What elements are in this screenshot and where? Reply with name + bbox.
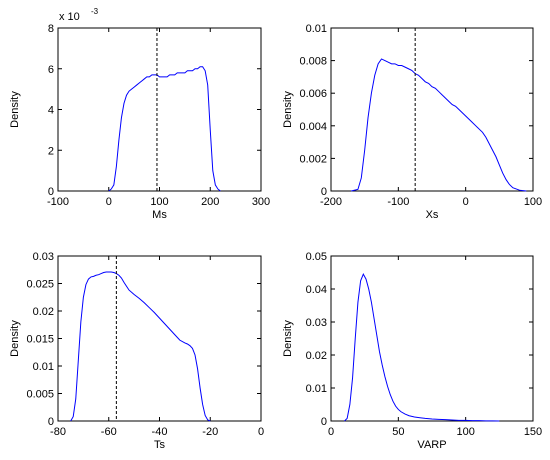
density-curve-ts: [70, 271, 211, 422]
density-curve-xs: [351, 58, 527, 192]
x-tick-label: -20: [202, 426, 218, 438]
x-tick-label: -40: [152, 426, 168, 438]
y-multiplier-ms: x 10: [59, 11, 80, 23]
y-tick-label: 2: [48, 145, 54, 157]
density-curve-varp: [344, 272, 500, 422]
y-tick-label: 0.002: [299, 153, 327, 165]
axes-box-ts: [57, 255, 262, 422]
y-tick-label: 0.01: [306, 383, 327, 395]
y-tick-label: 6: [48, 64, 54, 76]
y-tick-label: 0.01: [33, 361, 54, 373]
x-tick-label: 100: [524, 196, 542, 208]
x-tick-label: 300: [252, 196, 270, 208]
y-tick-label: 0.025: [26, 279, 54, 291]
x-tick-label: -60: [101, 426, 117, 438]
y-axis-label-varp: Density: [282, 320, 294, 357]
y-axis-label-xs: Density: [282, 91, 294, 128]
x-tick-label: 150: [524, 426, 542, 438]
y-tick-label: 0.006: [299, 88, 327, 100]
density-panel-ts: -80 -60 -40 -20 0 0 0.005 0.01 0.015 0.02 0.025 0.0…: [9, 251, 264, 451]
y-tick-label: 4: [48, 105, 54, 117]
x-tick-label: 100: [150, 196, 168, 208]
axes-box-xs: [330, 27, 534, 192]
x-tick-label: 0: [463, 196, 469, 208]
y-tick-label: 0.004: [299, 121, 327, 133]
y-axis-label-ts: Density: [9, 320, 21, 357]
x-tick-label: 0: [106, 196, 112, 208]
y-tick-label: 0: [321, 186, 327, 198]
x-axis-label-varp: VARP: [417, 439, 446, 451]
y-tick-label: 0: [48, 186, 54, 198]
y-tick-label: 0.04: [306, 284, 327, 296]
x-tick-label: 50: [392, 426, 404, 438]
y-tick-label: 0.03: [33, 251, 54, 263]
y-tick-label: 0.005: [26, 389, 54, 401]
axes-box-ms: [57, 27, 262, 192]
x-tick-label: -200: [320, 196, 342, 208]
x-tick-label: -100: [387, 196, 409, 208]
y-tick-label: 0.03: [306, 317, 327, 329]
density-panel-varp: 0 50 100 150 0 0.01 0.02 0.03 0.04 0.05 VARP Densit…: [282, 251, 542, 451]
y-axis-label-ms: Density: [9, 91, 21, 128]
y-tick-label: 0.015: [26, 334, 54, 346]
x-axis-label-ts: Ts: [154, 439, 166, 451]
y-tick-label: 0: [48, 416, 54, 428]
y-tick-label: 0.02: [33, 306, 54, 318]
x-axis-label-xs: Xs: [426, 209, 439, 221]
y-multiplier-exponent-ms: -3: [91, 7, 99, 16]
x-tick-label: -100: [47, 196, 69, 208]
y-tick-label: 0.01: [306, 23, 327, 35]
y-tick-label: 8: [48, 23, 54, 35]
x-tick-label: 200: [201, 196, 219, 208]
x-tick-label: -80: [50, 426, 66, 438]
density-panel-xs: -200 -100 0 100 0 0.002 0.004 0.006 0.008 0.01 Xs D…: [282, 23, 542, 221]
x-axis-label-ms: Ms: [152, 209, 167, 221]
x-tick-label: 0: [328, 426, 334, 438]
y-tick-label: 0.02: [306, 350, 327, 362]
density-curve-ms: [108, 66, 221, 192]
x-tick-label: 0: [258, 426, 264, 438]
y-tick-label: 0.05: [306, 251, 327, 263]
x-tick-label: 100: [456, 426, 474, 438]
y-tick-label: 0.008: [299, 56, 327, 68]
y-tick-label: 0: [321, 416, 327, 428]
axes-box-varp: [330, 255, 534, 422]
